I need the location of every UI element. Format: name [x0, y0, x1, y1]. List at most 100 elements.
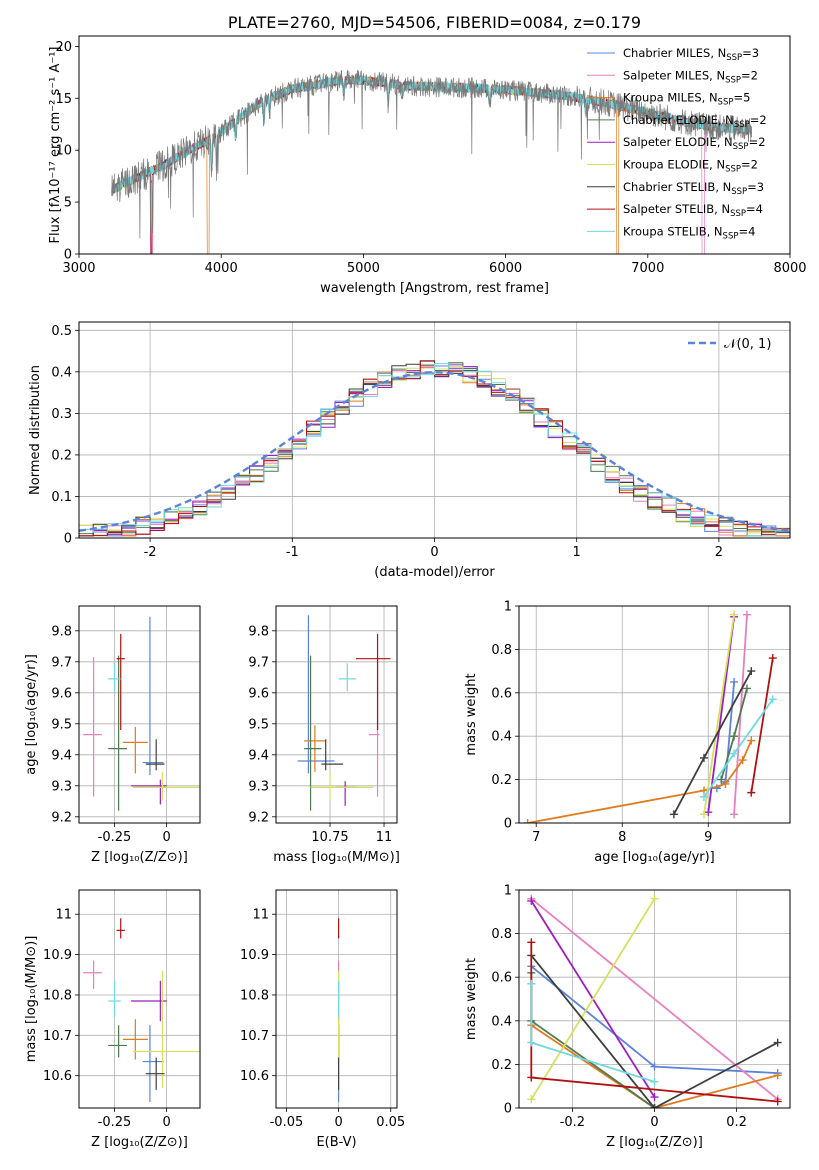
residuals-ytick-label: 0.5 [51, 324, 72, 339]
age-massweight-weight-marker [669, 810, 678, 819]
z-mass-ytick-label: 10.9 [43, 948, 72, 963]
z-mass-errorbar [142, 1025, 164, 1102]
spectrum-ytick-label: 15 [55, 92, 72, 107]
spectrum-legend: Chabrier MILES, NSSP=3 Salpeter MILES, NS… [587, 46, 767, 241]
age-massweight-xtick-label: 9 [704, 830, 712, 845]
z-mass-xtick-label: -0.25 [98, 1115, 132, 1130]
mass-age-errorbar [355, 633, 391, 730]
age-massweight-ytick-label: 0.6 [491, 686, 512, 701]
age-massweight-ytick-label: 0.8 [491, 643, 512, 658]
z-massweight-ytick-label: 0.2 [491, 1058, 512, 1073]
residuals-plot-area [79, 322, 790, 538]
mass-age-xlabel: mass [log₁₀(M/M⊙)] [273, 850, 400, 865]
age-massweight-weight-marker [717, 775, 726, 784]
z-massweight-weight-line [530, 1024, 778, 1108]
mass-age-ytick-label: 9.7 [248, 655, 269, 670]
z-mass-errorbar [133, 970, 200, 1088]
ebv-mass-xtick-label: 0 [334, 1115, 342, 1130]
z-massweight-weight-marker [650, 1093, 659, 1102]
z-mass-errorbar [108, 980, 121, 1018]
z-mass-frame [78, 889, 201, 1109]
ebv-mass-xtick-label: 0.05 [376, 1115, 405, 1130]
spectrum-xlabel: wavelength [Angstrom, rest frame] [320, 281, 549, 296]
age-massweight-weight-marker [747, 788, 756, 797]
spectrum-legend-label: Kroupa STELIB, NSSP=4 [623, 224, 755, 241]
spectrum-xtick-label: 4000 [205, 261, 238, 276]
z-mass-errorbar [83, 960, 102, 989]
mass-age-ytick-label: 9.4 [248, 748, 269, 763]
z-mass-xlabel: Z [log₁₀(Z/Z⊙)] [91, 1135, 188, 1150]
ebv-mass-axes: -0.05 0 0.05 10.6 10.7 10.8 10.9 11 E(B-V) [240, 889, 405, 1150]
z-massweight-xtick-label: 0 [650, 1115, 658, 1130]
ebv-mass-ytick-label: 11 [252, 908, 269, 923]
residuals-frame [78, 321, 791, 539]
spectrum-ytick-label: 0 [64, 248, 72, 263]
ebv-mass-frame [275, 889, 398, 1109]
z-massweight-weight-marker [527, 1095, 536, 1104]
z-age-errorbar [131, 779, 167, 805]
ebv-mass-ytick-label: 10.6 [240, 1069, 269, 1084]
age-massweight-weight-marker [730, 810, 739, 819]
spectrum-legend-label: Chabrier MILES, NSSP=3 [623, 46, 759, 63]
age-massweight-weight-marker [721, 779, 730, 788]
z-massweight-xtick-label: -0.2 [560, 1115, 585, 1130]
z-massweight-ytick-label: 0.6 [491, 971, 512, 986]
age-massweight-weight-marker [699, 792, 708, 801]
ebv-mass-ytick-label: 10.8 [240, 988, 269, 1003]
spectrum-frame [78, 35, 791, 255]
spectrum-legend-label: Chabrier STELIB, NSSP=3 [623, 180, 764, 197]
z-mass-ytick-label: 10.8 [43, 988, 72, 1003]
z-massweight-weight-marker [527, 896, 536, 905]
age-massweight-weight-line [750, 657, 774, 793]
spectrum-ytick-label: 10 [55, 144, 72, 159]
age-massweight-weight-line [527, 740, 753, 823]
z-massweight-weight-marker [527, 1073, 536, 1082]
z-age-xtick-label: -0.25 [98, 830, 132, 845]
z-massweight-weight-marker [773, 1097, 782, 1106]
z-mass-errorbar [145, 1057, 165, 1090]
age-massweight-ytick-label: 0.2 [491, 773, 512, 788]
age-massweight-xtick-label: 8 [618, 830, 626, 845]
z-massweight-ytick-label: 0 [504, 1102, 512, 1117]
z-massweight-weight-marker [650, 1077, 659, 1086]
age-massweight-weight-marker [730, 749, 739, 758]
residuals-xtick-label: 2 [715, 545, 723, 560]
age-massweight-weight-line [707, 616, 735, 813]
z-mass-errorbar [131, 980, 167, 1022]
z-age-errorbar [108, 663, 121, 692]
z-age-ytick-label: 9.2 [51, 810, 72, 825]
z-massweight-ytick-label: 1 [504, 884, 512, 899]
z-age-errorbar [145, 739, 165, 771]
z-age-ytick-label: 9.4 [51, 748, 72, 763]
mass-age-ytick-label: 9.6 [248, 686, 269, 701]
mass-age-errorbar [310, 771, 374, 800]
z-massweight-xlabel: Z [log₁₀(Z/Z⊙)] [606, 1135, 703, 1150]
z-mass-ytick-label: 10.7 [43, 1029, 72, 1044]
mass-age-errorbar [338, 663, 356, 692]
z-age-ytick-label: 9.6 [51, 686, 72, 701]
age-massweight-weight-marker [768, 654, 777, 663]
z-age-ytick-label: 9.7 [51, 655, 72, 670]
z-mass-plot-area [79, 890, 200, 1108]
age-massweight-ytick-label: 0.4 [491, 730, 512, 745]
age-massweight-frame [518, 605, 791, 824]
spectrum-axes: 3000 4000 5000 6000 7000 8000 0 5 10 15 20 waveleng… [48, 13, 807, 296]
mass-age-errorbar [321, 739, 343, 771]
residuals-legend: 𝒩(0, 1) [688, 337, 771, 352]
spectrum-legend-label: Salpeter STELIB, NSSP=4 [623, 202, 763, 219]
z-age-ylabel: age [log₁₀(age/yr)] [24, 654, 39, 775]
age-massweight-axes: 7 8 9 0 0.2 0.4 0.6 0.8 1 age [log₁₀(age/yr)] mass… [464, 600, 791, 865]
residuals-ytick-label: 0.1 [51, 490, 72, 505]
residuals-xtick-label: -1 [286, 545, 299, 560]
age-massweight-weight-marker [747, 736, 756, 745]
residuals-ytick-label: 0.2 [51, 448, 72, 463]
z-massweight-xtick-label: 0.2 [726, 1115, 747, 1130]
spectrum-xtick-label: 7000 [631, 261, 664, 276]
z-massweight-weight-marker [773, 1071, 782, 1080]
z-age-xtick-label: 0 [162, 830, 170, 845]
z-age-axes: -0.25 0 9.2 9.3 9.4 9.5 9.6 9.7 9.8 Z [log₁₀(Z/Z⊙… [24, 605, 201, 865]
mass-age-ytick-label: 9.8 [248, 624, 269, 639]
residuals-xtick-label: 1 [573, 545, 581, 560]
spectrum-title: PLATE=2760, MJD=54506, FIBERID=0084, z=0… [228, 13, 641, 32]
z-massweight-weight-line [530, 898, 779, 1100]
